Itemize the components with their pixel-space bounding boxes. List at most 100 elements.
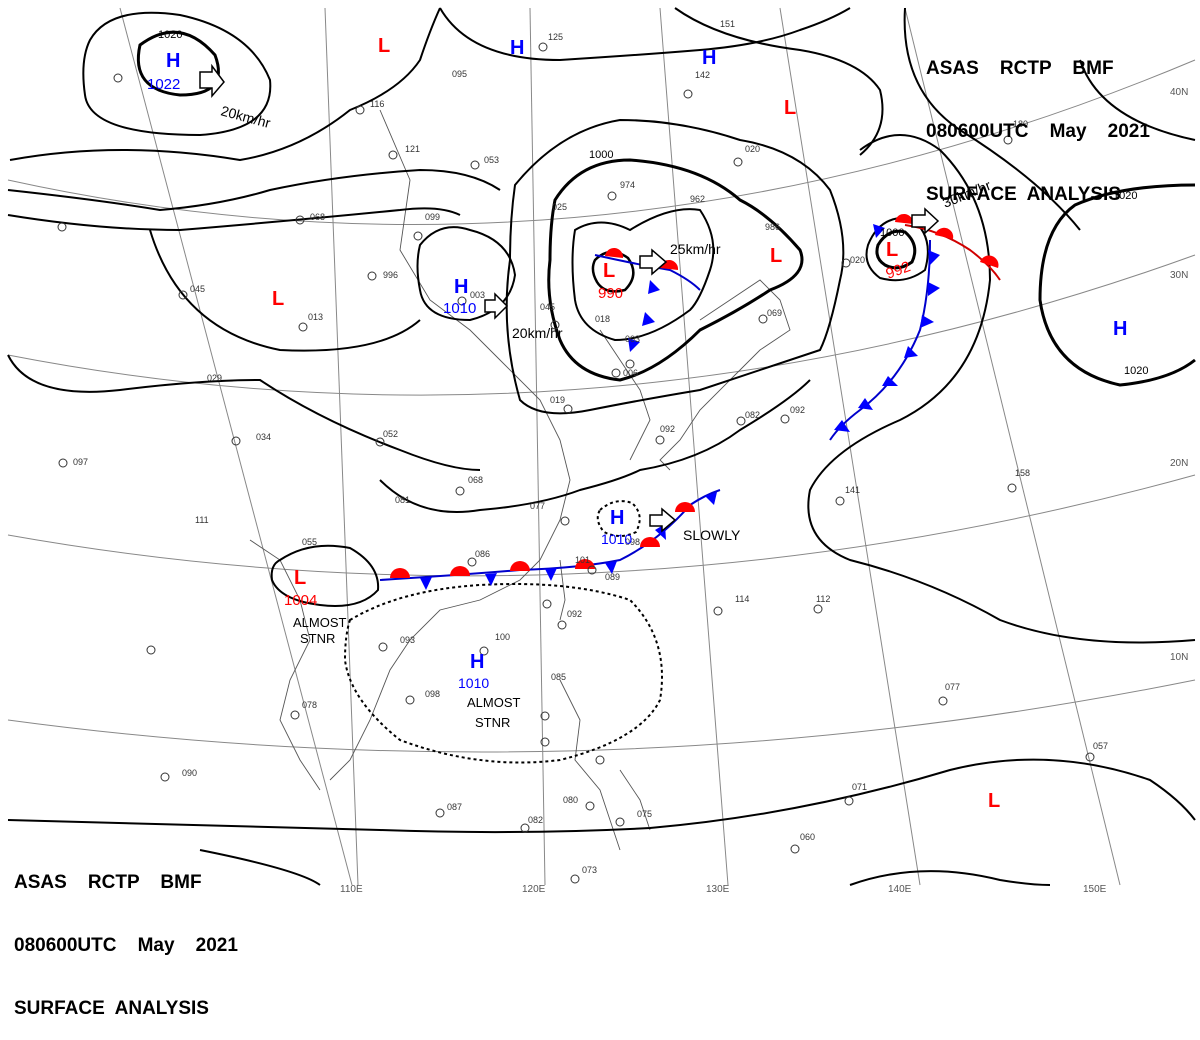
station-obs: 098 <box>625 537 640 547</box>
station-obs: 158 <box>1015 468 1030 478</box>
station-obs: 081 <box>395 495 410 505</box>
station-obs: 090 <box>182 768 197 778</box>
cold-front-main-line <box>829 239 931 441</box>
station-obs: 078 <box>302 700 317 710</box>
station-obs: 086 <box>475 549 490 559</box>
station-obs: 045 <box>540 302 555 312</box>
lat-label-20n: 20N <box>1170 458 1188 469</box>
lat-label-40n: 40N <box>1170 87 1188 98</box>
low-center: L <box>886 239 898 261</box>
station-labels: 095 116 121 053 974 962 020 986 020 068 … <box>73 19 1108 875</box>
high-center-value: 1022 <box>147 76 180 93</box>
station-obs: 092 <box>790 405 805 415</box>
high-center: H <box>454 276 468 298</box>
header-bottom-line2: 080600UTC May 2021 <box>14 935 238 956</box>
low-center: L <box>770 245 782 267</box>
header-bottom: ASAS RCTP BMF 080600UTC May 2021 SURFACE… <box>14 830 238 1040</box>
station-obs: 025 <box>552 202 567 212</box>
high-center: H <box>1113 318 1127 340</box>
stationary-labels: ALMOST STNR ALMOST STNR <box>293 615 521 730</box>
low-center: L <box>272 288 284 310</box>
station-obs: 098 <box>425 689 440 699</box>
station-obs: 069 <box>767 308 782 318</box>
station-obs: 020 <box>850 255 865 265</box>
station-obs: 974 <box>620 180 635 190</box>
station-obs: 045 <box>190 284 205 294</box>
motion-label: 25km/hr <box>670 241 721 257</box>
station-obs: 073 <box>582 865 597 875</box>
station-obs: 112 <box>816 594 830 604</box>
motion-arrows <box>199 63 940 533</box>
station-obs: 068 <box>468 475 483 485</box>
high-center: H <box>166 50 180 72</box>
almost-stnr-label: STNR <box>300 631 335 646</box>
isobar-label: 1020 <box>1113 190 1137 202</box>
weather-map: 095 116 121 053 974 962 020 986 020 068 … <box>7 7 1196 895</box>
almost-stnr-label: STNR <box>475 715 510 730</box>
station-obs: 099 <box>425 212 440 222</box>
high-center: H <box>470 651 484 673</box>
high-center-value: 1010 <box>443 300 476 317</box>
almost-stnr-label: ALMOST <box>467 695 521 710</box>
high-center-value: 1010 <box>601 531 632 547</box>
station-obs: 962 <box>690 194 705 204</box>
station-obs: 075 <box>637 809 652 819</box>
station-obs: 116 <box>370 99 384 109</box>
station-circles <box>57 42 1095 884</box>
station-obs: 093 <box>400 635 415 645</box>
station-obs: 180 <box>1013 119 1028 129</box>
lat-label-30n: 30N <box>1170 270 1188 281</box>
station-obs: 986 <box>765 222 780 232</box>
station-obs: 087 <box>447 802 462 812</box>
station-obs: 101 <box>575 555 590 565</box>
station-obs: 055 <box>302 537 317 547</box>
station-obs: 080 <box>563 795 578 805</box>
header-top-line1: ASAS RCTP BMF <box>926 58 1114 79</box>
station-obs: 141 <box>845 485 860 495</box>
station-obs: 100 <box>495 632 510 642</box>
station-obs: 097 <box>73 457 88 467</box>
station-obs: 151 <box>720 19 735 29</box>
front-symbols <box>390 213 999 590</box>
station-obs: 142 <box>695 70 710 80</box>
station-obs: 052 <box>383 429 398 439</box>
station-obs: 085 <box>551 672 566 682</box>
low-center-value: 1004 <box>284 592 317 609</box>
station-obs: 013 <box>308 312 323 322</box>
station-obs: 095 <box>452 69 467 79</box>
station-obs: 082 <box>528 815 543 825</box>
lon-label-140e: 140E <box>888 884 912 895</box>
high-center-value: 1010 <box>458 675 489 691</box>
low-center: L <box>784 97 796 119</box>
station-obs: 006 <box>623 368 638 378</box>
station-obs: 003 <box>625 334 640 344</box>
isobar-label: 1000 <box>880 227 904 239</box>
isobars <box>7 7 1196 886</box>
header-bottom-line3: SURFACE ANALYSIS <box>14 998 209 1019</box>
station-obs: 077 <box>945 682 960 692</box>
low-center-value: 990 <box>598 285 623 302</box>
station-obs: 053 <box>484 155 499 165</box>
station-obs: 089 <box>605 572 620 582</box>
station-obs: 092 <box>567 609 582 619</box>
lon-label-130e: 130E <box>706 884 730 895</box>
coastlines <box>249 109 791 851</box>
station-obs: 114 <box>735 594 749 604</box>
station-obs: 029 <box>207 373 222 383</box>
station-obs: 077 <box>530 501 545 511</box>
isobar-label: 1000 <box>589 149 613 161</box>
station-obs: 121 <box>405 144 420 154</box>
header-bottom-line1: ASAS RCTP BMF <box>14 872 202 893</box>
lat-label-10n: 10N <box>1170 652 1188 663</box>
almost-stnr-label: ALMOST <box>293 615 347 630</box>
header-top-line3: SURFACE ANALYSIS <box>926 184 1121 205</box>
high-center: H <box>610 507 624 529</box>
coordinate-labels: 110E 120E 130E 140E 150E 10N 20N 30N 40N <box>340 87 1188 895</box>
lon-label-120e: 120E <box>522 884 546 895</box>
lon-label-150e: 150E <box>1083 884 1107 895</box>
occluded-front-north-line <box>594 254 701 291</box>
station-obs: 060 <box>800 832 815 842</box>
station-obs: 003 <box>470 290 485 300</box>
high-center: H <box>510 37 524 59</box>
station-obs: 092 <box>660 424 675 434</box>
